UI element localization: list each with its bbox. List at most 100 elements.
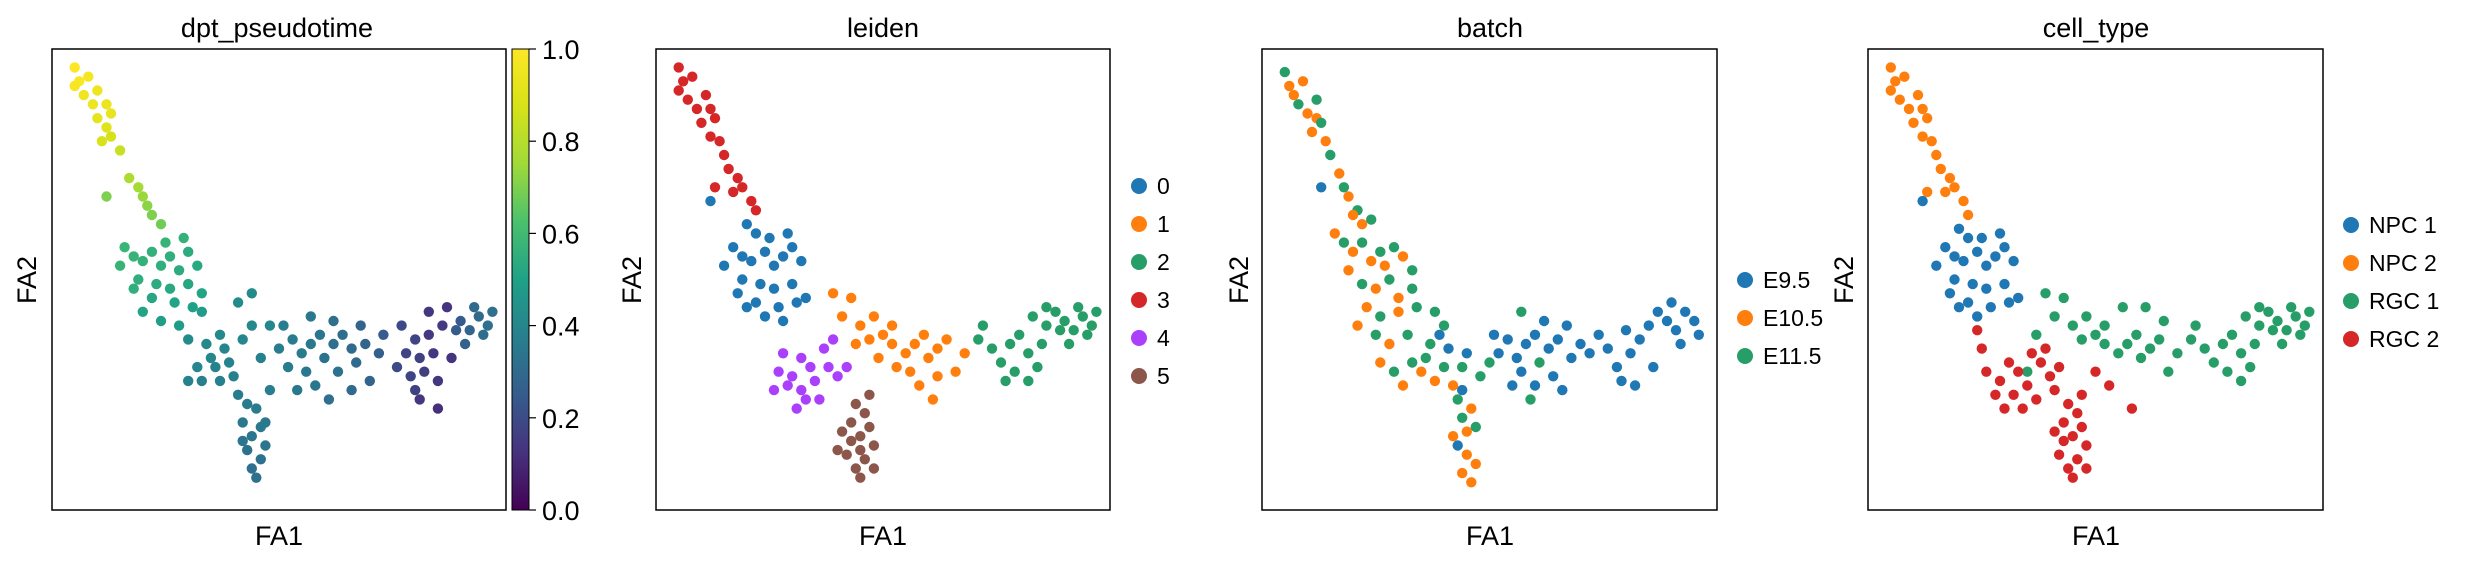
- scatter-point: [210, 361, 221, 373]
- scatter-point: [836, 426, 848, 437]
- scatter-point: [1302, 108, 1313, 119]
- legend-label: NPC 2: [2369, 250, 2437, 276]
- scatter-point: [2199, 343, 2210, 354]
- scatter-point: [1552, 334, 1564, 345]
- scatter-point: [705, 103, 716, 115]
- scatter-point: [2017, 403, 2028, 414]
- scatter-point: [868, 463, 880, 474]
- scatter-point: [796, 352, 807, 364]
- scatter-point: [223, 357, 235, 368]
- scatter-point: [2053, 449, 2065, 460]
- legend-marker: [2343, 217, 2359, 233]
- scatter-point: [1284, 80, 1295, 92]
- scatter-point: [2063, 463, 2074, 474]
- scatter-point: [232, 297, 244, 308]
- scatter-point: [133, 182, 144, 193]
- scatter-point: [446, 352, 457, 364]
- scatter-point: [1625, 348, 1636, 359]
- scatter-point: [105, 108, 117, 119]
- scatter-point: [696, 117, 707, 128]
- scatter-point: [932, 343, 943, 354]
- scatter-point: [1316, 182, 1327, 193]
- scatter-point: [728, 242, 739, 253]
- scatter-point: [1434, 329, 1445, 340]
- scatter-point: [1397, 251, 1409, 262]
- scatter-point: [410, 334, 421, 345]
- legend: E9.5 E10.5 E11.5: [1737, 267, 1823, 369]
- scatter-point: [473, 311, 484, 322]
- scatter-point: [1575, 338, 1586, 350]
- panel-cell-type: cell_type FA1 FA2 NPC 1 NPC 2 RGC 1 RGC 2: [1829, 13, 2439, 551]
- scatter-point: [2249, 338, 2260, 350]
- scatter-point: [1457, 361, 1468, 373]
- scatter-point: [114, 145, 126, 156]
- legend-label: E10.5: [1763, 305, 1823, 331]
- scatter-point: [246, 288, 257, 299]
- colorbar-tick-label: 0.0: [542, 496, 580, 526]
- scatter-point: [959, 348, 970, 359]
- scatter-point: [2067, 320, 2078, 331]
- scatter-point: [2099, 320, 2110, 331]
- scatter-point: [796, 255, 807, 267]
- scatter-point: [1452, 394, 1463, 405]
- scatter-point: [1985, 302, 1997, 313]
- scatter-point: [1470, 458, 1482, 470]
- scatter-point: [487, 306, 498, 317]
- scatter-point: [1041, 302, 1052, 313]
- scatter-point: [1953, 302, 1965, 313]
- scatter-point: [1502, 334, 1513, 345]
- scatter-point: [2031, 394, 2042, 405]
- scatter-point: [741, 302, 752, 313]
- scatter-point: [1325, 149, 1336, 161]
- scatter-point: [977, 320, 989, 331]
- scatter-point: [478, 329, 489, 340]
- scatter-point: [859, 454, 870, 465]
- scatter-point: [2072, 454, 2083, 465]
- scatter-point: [2140, 302, 2151, 313]
- panel-batch: batch FA1 FA2 E9.5 E10.5 E11.5: [1224, 13, 1823, 551]
- scatter-point: [850, 338, 861, 350]
- scatter-point: [1602, 343, 1614, 354]
- scatter-point: [1429, 306, 1441, 317]
- scatter-point: [2008, 255, 2019, 267]
- scatter-point: [292, 384, 303, 396]
- scatter-point: [1311, 94, 1322, 105]
- legend-label: 0: [1157, 173, 1170, 199]
- scatter-point: [273, 343, 285, 354]
- scatter-point: [2053, 361, 2065, 373]
- scatter-point: [777, 348, 789, 359]
- scatter-point: [137, 191, 148, 202]
- scatter-point: [83, 71, 94, 82]
- scatter-point: [1370, 283, 1382, 294]
- scatter-point: [1994, 228, 2006, 239]
- scatter-point: [864, 389, 875, 400]
- scatter-point: [782, 228, 793, 239]
- scatter-point: [1054, 325, 1066, 336]
- scatter-point: [927, 394, 939, 405]
- scatter-point: [1000, 375, 1011, 387]
- scatter-point: [205, 352, 217, 364]
- scatter-point: [319, 352, 330, 364]
- scatter-point: [1457, 467, 1468, 479]
- scatter-point: [682, 94, 693, 105]
- scatter-point: [196, 375, 207, 387]
- scatter-point: [2040, 288, 2051, 299]
- scatter-point: [787, 242, 798, 253]
- scatter-point: [242, 398, 253, 410]
- scatter-point: [986, 343, 998, 354]
- legend-label: E11.5: [1763, 343, 1821, 369]
- scatter-point: [246, 431, 257, 442]
- scatter-point: [850, 463, 861, 474]
- scatter-point: [414, 394, 425, 405]
- scatter-point: [459, 338, 471, 350]
- scatter-point: [791, 297, 802, 308]
- scatter-point: [759, 311, 771, 322]
- scatter-point: [278, 320, 289, 331]
- colorbar-tick-label: 1.0: [542, 35, 580, 65]
- scatter-point: [305, 338, 316, 350]
- scatter-point: [1343, 191, 1354, 202]
- scatter-point: [2072, 408, 2083, 419]
- scatter-point: [1073, 302, 1084, 313]
- scatter-point: [2126, 403, 2138, 414]
